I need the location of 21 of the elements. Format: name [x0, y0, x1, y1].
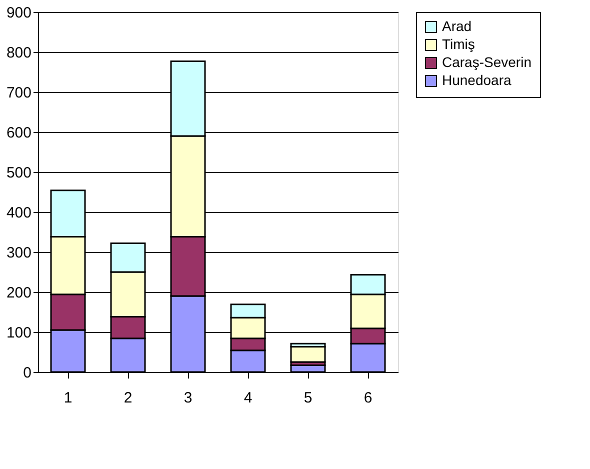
- y-tick-label: 600: [6, 124, 32, 142]
- legend-label: Arad: [442, 18, 472, 34]
- x-tick-label: 1: [64, 390, 72, 406]
- y-tick-label: 100: [6, 324, 32, 342]
- legend-label: Timiş: [442, 36, 475, 52]
- x-tick-label: 3: [184, 390, 192, 406]
- y-tick-label: 0: [23, 364, 32, 382]
- x-tick-label: 5: [304, 390, 312, 406]
- y-tick-label: 200: [6, 284, 32, 302]
- x-tick-label: 4: [244, 390, 252, 406]
- legend-label: Caraş-Severin: [442, 54, 532, 70]
- x-tick-label: 6: [364, 390, 372, 406]
- y-tick-label: 300: [6, 244, 32, 262]
- bar: [290, 346, 326, 363]
- y-tick-label: 900: [6, 4, 32, 22]
- x-tick-label: 2: [124, 390, 132, 406]
- y-tick-label: 700: [6, 84, 32, 102]
- y-tick-label: 800: [6, 44, 32, 62]
- legend-label: Hunedoara: [442, 72, 512, 88]
- y-tick-label: 400: [6, 204, 32, 222]
- y-tick-label: 500: [6, 164, 32, 182]
